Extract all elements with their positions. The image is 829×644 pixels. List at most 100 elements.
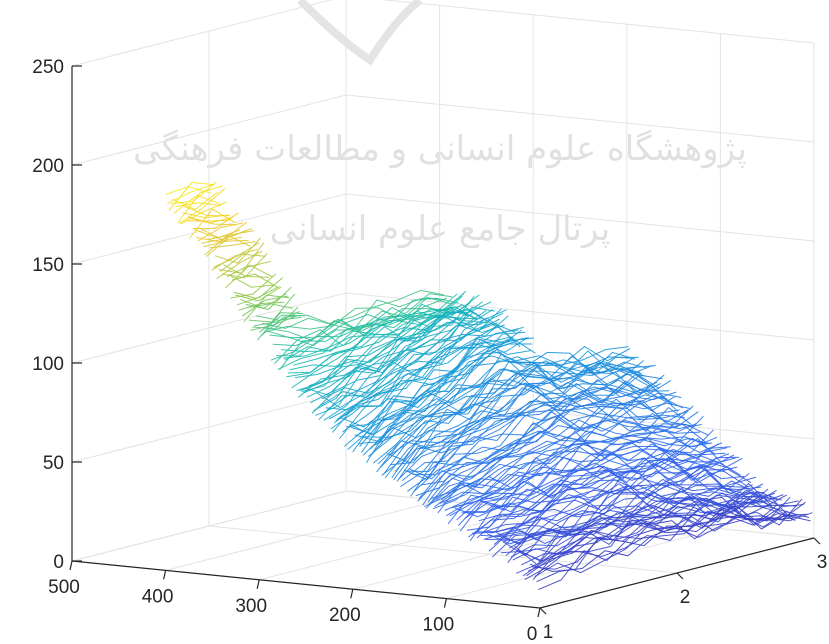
surface-strand bbox=[407, 392, 682, 492]
surface-strand bbox=[471, 465, 746, 534]
surface-strand bbox=[434, 423, 709, 508]
x-tick-label: 500 bbox=[48, 577, 80, 598]
surface-strand bbox=[219, 253, 266, 272]
surface-strand bbox=[247, 303, 294, 309]
surface-strand bbox=[327, 317, 511, 411]
surface-strand bbox=[400, 386, 675, 488]
surface-strand bbox=[180, 201, 227, 225]
surface-strand bbox=[269, 293, 453, 339]
surface-strand bbox=[190, 218, 237, 226]
z-tick-label: 50 bbox=[43, 453, 64, 474]
surface-strand bbox=[466, 458, 742, 531]
surface-strand bbox=[318, 308, 502, 421]
surface-strand bbox=[226, 264, 273, 278]
surface-strand bbox=[377, 364, 653, 465]
x-tick bbox=[443, 598, 447, 608]
x-tick bbox=[163, 570, 167, 580]
axes-lines bbox=[69, 65, 821, 618]
surface-strand bbox=[270, 310, 454, 361]
x-axis-line bbox=[71, 560, 541, 609]
y-tick-label: 1 bbox=[543, 622, 554, 643]
surface-strand bbox=[493, 488, 769, 545]
surface-strand bbox=[211, 248, 258, 271]
x-tick-label: 200 bbox=[329, 605, 361, 626]
surface-strand bbox=[362, 360, 638, 456]
grid-line-y-floor bbox=[208, 525, 678, 574]
watermark-emblem bbox=[297, 0, 423, 66]
surface-strand bbox=[382, 372, 658, 475]
z-tick-label: 150 bbox=[32, 255, 64, 276]
surface-strand bbox=[201, 221, 248, 244]
surface-strand bbox=[509, 494, 784, 549]
x-tick bbox=[69, 560, 73, 571]
surface-strand bbox=[483, 476, 758, 540]
surface-strand bbox=[499, 486, 774, 545]
surface-strand bbox=[360, 351, 636, 453]
surface-strand bbox=[384, 372, 660, 479]
axes-grid bbox=[71, 0, 815, 609]
grid-line-z-side bbox=[345, 391, 815, 440]
surface-strand bbox=[444, 443, 719, 511]
surface-strand bbox=[238, 301, 285, 311]
surface-strand bbox=[332, 322, 516, 433]
x-tick-label: 300 bbox=[235, 596, 267, 617]
surface-strand bbox=[403, 388, 679, 481]
surface-strand bbox=[354, 346, 629, 442]
surface-mesh bbox=[165, 181, 813, 591]
surface-strand bbox=[386, 371, 662, 464]
surface-strand bbox=[185, 219, 232, 222]
surface-strand bbox=[349, 343, 533, 436]
x-tick-label: 100 bbox=[423, 615, 455, 636]
surface-strand bbox=[260, 289, 444, 337]
x-tick bbox=[537, 607, 541, 618]
surface-strand bbox=[412, 400, 687, 476]
surface-strand bbox=[522, 504, 798, 577]
surface-strand bbox=[367, 362, 643, 457]
surface-strand bbox=[457, 457, 733, 526]
surface-strand bbox=[364, 351, 639, 438]
surface-strand bbox=[510, 494, 786, 558]
surface-strand bbox=[481, 471, 757, 534]
grid-line-z-side bbox=[380, 0, 815, 44]
surface-strand bbox=[468, 457, 743, 538]
z-tick-label: 0 bbox=[53, 552, 64, 573]
z-tick-label: 250 bbox=[32, 57, 64, 78]
surface-strand bbox=[463, 456, 738, 513]
surface-strand bbox=[245, 286, 292, 310]
y-tick bbox=[676, 572, 684, 580]
grid-line-z-side bbox=[345, 193, 815, 242]
surface-strand bbox=[337, 325, 521, 420]
surface-strand bbox=[536, 514, 811, 583]
z-tick-label: 100 bbox=[32, 354, 64, 375]
x-tick-label: 0 bbox=[527, 624, 538, 644]
surface-strand bbox=[527, 498, 803, 572]
surface-strand bbox=[235, 286, 282, 302]
surface-strand bbox=[476, 468, 752, 539]
surface-strand bbox=[248, 293, 296, 323]
surface-strand bbox=[175, 202, 222, 207]
surface-strand bbox=[230, 273, 277, 299]
surface-strand bbox=[178, 188, 226, 224]
surface-strand bbox=[306, 308, 490, 398]
surface-strand bbox=[417, 405, 692, 502]
surface-strand bbox=[333, 340, 517, 424]
x-tick bbox=[256, 579, 260, 589]
surface-strand bbox=[197, 222, 244, 242]
surface-strand bbox=[424, 411, 699, 508]
surface-strand bbox=[340, 326, 524, 428]
surface-strand bbox=[532, 507, 808, 580]
surface-strand bbox=[415, 402, 690, 497]
surface-strand bbox=[172, 191, 219, 210]
surface-strand bbox=[534, 511, 810, 577]
surface-strand bbox=[276, 297, 460, 357]
surface-strand bbox=[231, 273, 278, 288]
surface-strand bbox=[338, 329, 523, 440]
surface-strand bbox=[390, 374, 665, 466]
surface-strand bbox=[313, 311, 497, 412]
surface-strand bbox=[437, 430, 712, 514]
surface-strand bbox=[257, 312, 304, 341]
z-tick-label: 200 bbox=[32, 156, 64, 177]
y-tick bbox=[539, 607, 547, 615]
surface-strand bbox=[480, 478, 755, 538]
